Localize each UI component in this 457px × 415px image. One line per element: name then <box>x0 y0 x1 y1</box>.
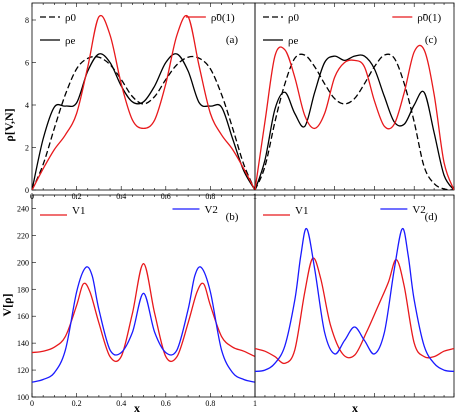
x-tick-label: 0.8 <box>205 399 215 408</box>
legend-label: ρ̃0(1) <box>211 12 235 24</box>
plot-frame <box>254 194 455 398</box>
y-tick-label: 240 <box>17 204 29 213</box>
plot-frame <box>31 194 256 398</box>
x-tick-label: 0.6 <box>161 399 171 408</box>
y-tick-label: 4 <box>25 101 29 110</box>
x-tick-label: 0.4 <box>116 399 126 408</box>
series-line <box>255 44 454 190</box>
series-line <box>255 228 454 373</box>
series-line <box>255 54 454 190</box>
y-tick-label: 0 <box>25 186 29 195</box>
y-tick-label: 100 <box>17 393 29 402</box>
y-tick-label: 120 <box>17 366 29 375</box>
y-tick-label: 8 <box>25 16 29 25</box>
panel-label: (b) <box>226 211 239 223</box>
legend-label: V2 <box>204 204 217 216</box>
panel-label: (a) <box>226 34 239 46</box>
y-tick-label: 180 <box>17 285 29 294</box>
series-line <box>255 257 454 365</box>
plot-frame <box>31 2 256 191</box>
panel-label: (c) <box>425 34 438 46</box>
x-tick-label: 0.2 <box>72 399 82 408</box>
x-axis-label-left: x <box>134 401 140 415</box>
y-axis-label-top: ρ[V,N] <box>2 108 16 141</box>
series-line <box>32 266 255 383</box>
series-line <box>32 55 255 190</box>
y-axis-label-bottom: V[ρ] <box>0 293 14 316</box>
y-tick-label: 160 <box>17 312 29 321</box>
x-tick-label: 1 <box>253 399 257 408</box>
legend-label: V1 <box>295 205 308 217</box>
legend-label: V2 <box>412 204 425 216</box>
series-line <box>255 53 454 190</box>
chart-panel: (d) V1 V2 <box>254 194 455 398</box>
chart-panel: 0 0.2 0.4 0.6 0.8 1 100 120 140 160 180 200 220 240 (b… <box>17 194 257 408</box>
panel-label: (d) <box>425 211 438 223</box>
legend-label: ρ0 <box>288 12 299 24</box>
y-tick-label: 200 <box>17 258 29 267</box>
series-line <box>32 263 255 363</box>
legend-label: ρe <box>288 35 298 47</box>
series-line <box>32 14 255 190</box>
x-tick-label: 0 <box>30 399 34 408</box>
y-tick-label: 2 <box>25 144 29 153</box>
legend-label: V1 <box>72 205 85 217</box>
x-axis-label-right: x <box>352 401 358 415</box>
legend-label: ρ0 <box>65 12 76 24</box>
chart-panel: (c) ρ0 ρe ρ̃0(1) <box>254 2 455 191</box>
plot-frame <box>254 2 455 191</box>
y-tick-label: 6 <box>25 59 29 68</box>
legend-label: ρe <box>65 35 75 47</box>
y-tick-label: 220 <box>17 231 29 240</box>
series-line <box>32 53 255 190</box>
y-tick-label: 140 <box>17 339 29 348</box>
legend-label: ρ̃0(1) <box>417 12 441 24</box>
